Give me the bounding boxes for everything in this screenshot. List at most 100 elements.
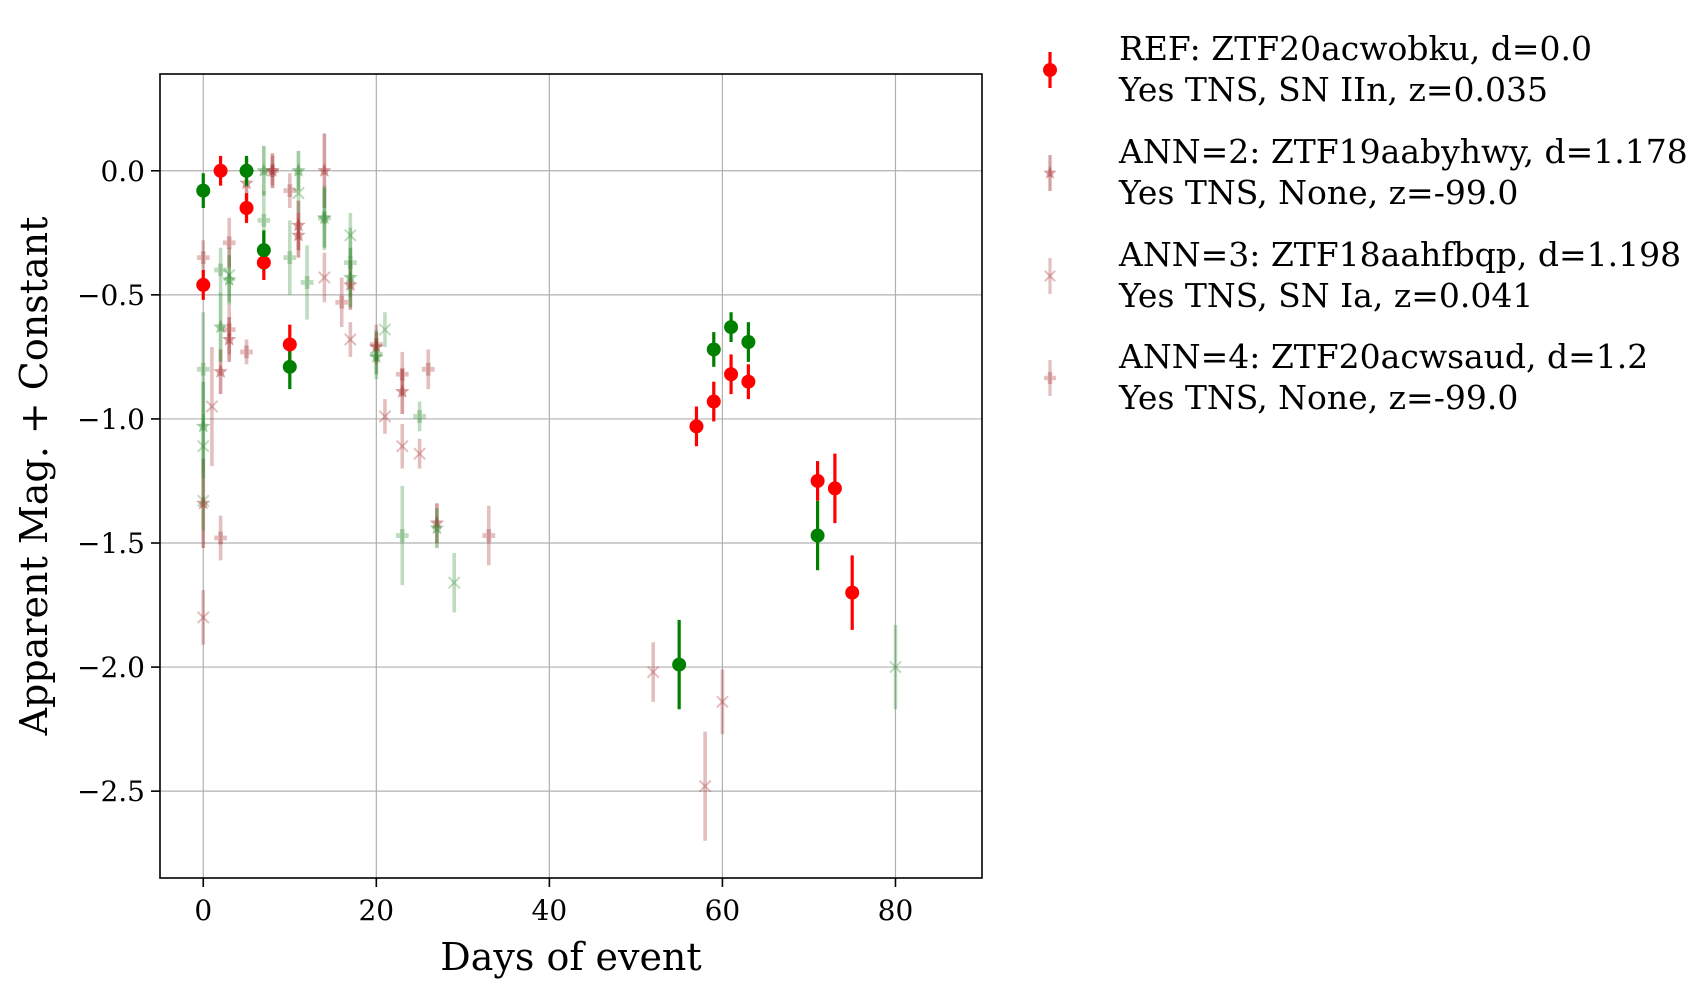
- y-tick-label: −2.5: [77, 775, 145, 808]
- data-point: [283, 251, 297, 265]
- y-tick-label: −2.0: [77, 651, 145, 684]
- data-point: [239, 163, 254, 178]
- data-point: [395, 384, 410, 398]
- data-point: [369, 349, 384, 363]
- data-point: [1043, 63, 1057, 77]
- data-point: [265, 163, 280, 177]
- data-point: [369, 348, 383, 361]
- plot-frame: [159, 73, 983, 879]
- legend-label: REF: ZTF20acwobku, d=0.0: [1119, 29, 1592, 68]
- data-point: [369, 339, 384, 353]
- data-point: [827, 481, 842, 496]
- data-point: [698, 779, 712, 793]
- data-point: [413, 410, 426, 423]
- data-point: [196, 611, 210, 624]
- data-point: [196, 439, 210, 453]
- x-tick-label: 80: [878, 894, 914, 927]
- grid-lines: [160, 74, 982, 878]
- data-point: [214, 531, 227, 545]
- axis-ticks: 0 20 40 60 80 0.0 −0.5 −1.0 −1.5 −2.0 −2.5: [77, 155, 913, 927]
- data-point: [256, 243, 271, 258]
- data-point: [196, 277, 211, 292]
- data-point: [378, 323, 392, 336]
- legend-label-detail: Yes TNS, SN Ia, z=0.041: [1118, 276, 1533, 315]
- data-point: [344, 228, 357, 242]
- reference-markers: [196, 163, 860, 672]
- data-point: [706, 342, 721, 357]
- data-point: [196, 362, 210, 376]
- data-point: [222, 272, 237, 286]
- legend-label: ANN=2: ZTF19aabyhwy, d=1.178: [1118, 132, 1688, 171]
- data-point: [292, 186, 305, 200]
- data-point: [378, 410, 392, 423]
- x-axis-label: Days of event: [440, 935, 701, 979]
- data-point: [266, 164, 279, 178]
- data-point: [291, 227, 306, 242]
- data-point: [689, 419, 704, 434]
- data-point: [889, 660, 902, 674]
- data-point: [214, 263, 227, 277]
- x-tick-label: 20: [358, 894, 394, 927]
- data-point: [283, 184, 297, 198]
- x-tick-label: 40: [532, 894, 568, 927]
- data-point: [716, 695, 729, 709]
- data-point: [222, 236, 236, 250]
- x-tick-label: 0: [194, 894, 212, 927]
- data-point: [741, 374, 756, 389]
- data-point: [256, 255, 271, 270]
- legend-label: ANN=4: ZTF20acwsaud, d=1.2: [1118, 337, 1648, 376]
- data-point: [724, 367, 739, 382]
- data-point: [213, 319, 228, 334]
- data-point: [646, 665, 660, 679]
- data-point: [222, 323, 236, 336]
- data-point: [741, 335, 756, 349]
- neighbor-markers: [196, 163, 902, 793]
- data-point: [395, 529, 409, 542]
- legend-label-detail: Yes TNS, SN IIn, z=0.035: [1118, 70, 1548, 109]
- y-tick-label: 0.0: [100, 155, 145, 188]
- data-point: [413, 447, 426, 460]
- x-tick-label: 60: [705, 894, 741, 927]
- data-point: [672, 657, 687, 672]
- data-point: [810, 528, 825, 543]
- data-point: [196, 495, 211, 510]
- data-point: [291, 163, 306, 177]
- data-point: [240, 345, 253, 359]
- data-point: [196, 183, 211, 198]
- data-point: [282, 337, 297, 352]
- data-point: [1044, 372, 1056, 384]
- y-tick-label: −0.5: [77, 279, 145, 312]
- data-point: [196, 251, 210, 265]
- neighbor-error-bars: [201, 133, 898, 841]
- y-axis-label: Apparent Mag. + Constant: [12, 217, 56, 737]
- legend-label-detail: Yes TNS, None, z=-99.0: [1118, 378, 1518, 417]
- data-point: [1044, 270, 1056, 282]
- data-point: [222, 268, 236, 282]
- data-point: [343, 277, 358, 291]
- data-point: [343, 270, 358, 284]
- legend-label: ANN=3: ZTF18aahfbqp, d=1.198: [1118, 235, 1681, 274]
- data-point: [395, 439, 409, 453]
- data-point: [369, 338, 383, 351]
- data-point: [205, 400, 219, 413]
- data-point: [222, 332, 237, 346]
- data-point: [257, 214, 271, 227]
- data-point: [343, 256, 357, 269]
- data-point: [318, 271, 331, 284]
- data-point: [429, 515, 444, 530]
- data-point: [706, 394, 721, 409]
- data-point: [317, 210, 332, 224]
- data-point: [318, 211, 331, 225]
- data-point: [213, 364, 228, 378]
- data-point: [447, 576, 461, 590]
- data-point: [291, 217, 306, 232]
- data-point: [239, 201, 254, 215]
- data-point: [395, 367, 409, 381]
- data-point: [845, 585, 860, 600]
- y-tick-label: −1.5: [77, 527, 145, 560]
- legend-label-detail: Yes TNS, None, z=-99.0: [1118, 173, 1518, 212]
- data-point: [429, 520, 444, 535]
- data-point: [724, 320, 739, 335]
